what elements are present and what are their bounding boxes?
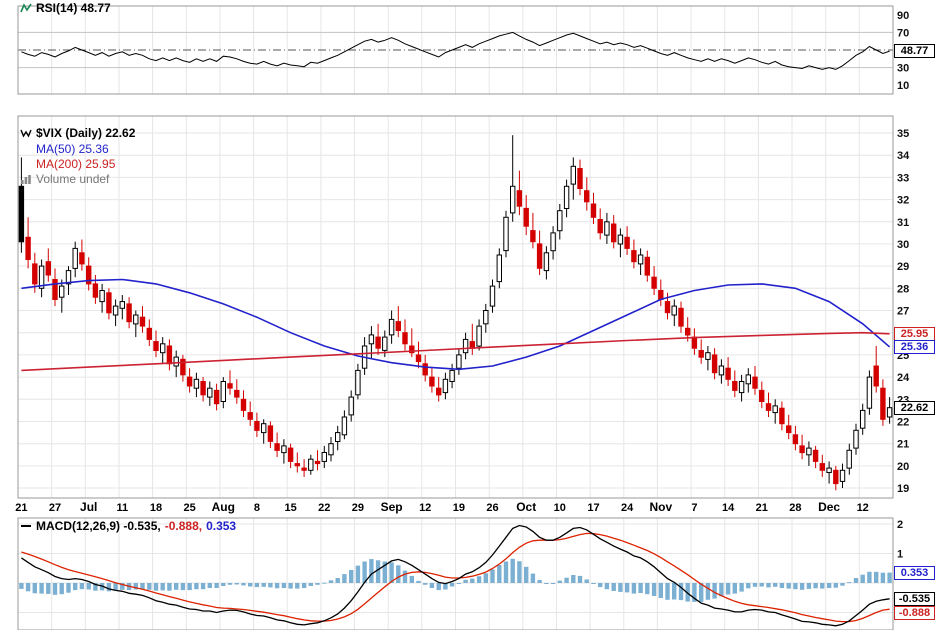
- svg-text:12: 12: [419, 502, 431, 514]
- svg-text:32: 32: [897, 195, 909, 207]
- svg-text:1: 1: [897, 549, 903, 561]
- macd-lines: [21, 524, 890, 627]
- svg-text:Aug: Aug: [212, 500, 235, 514]
- rsi-value-box: 48.77: [894, 44, 935, 58]
- ma50-legend-label: MA(50) 25.36: [36, 142, 109, 156]
- svg-text:8: 8: [254, 502, 260, 514]
- macd-hist-value: 0.353: [206, 519, 237, 533]
- macd-panel: 21: [18, 518, 903, 630]
- svg-text:90: 90: [897, 10, 909, 22]
- svg-text:70: 70: [897, 27, 909, 39]
- svg-text:Dec: Dec: [818, 500, 840, 514]
- rsi-icon: [20, 3, 32, 13]
- svg-text:10: 10: [897, 80, 909, 92]
- rsi-panel: 90 70 30 10: [17, 5, 909, 95]
- svg-text:30: 30: [897, 239, 909, 251]
- svg-text:Sep: Sep: [381, 500, 403, 514]
- svg-text:15: 15: [284, 502, 296, 514]
- rsi-legend: RSI(14) 48.77: [20, 1, 111, 15]
- macd-line-box: -0.535: [894, 592, 935, 606]
- svg-text:27: 27: [897, 306, 909, 318]
- ma200-line: [21, 331, 890, 372]
- price-icon: [20, 129, 32, 138]
- rsi-legend-label: RSI(14) 48.77: [36, 1, 111, 15]
- svg-text:29: 29: [352, 502, 364, 514]
- macd-legend: MACD(12,26,9) -0.535, -0.888, 0.353: [20, 519, 236, 533]
- volume-legend-row: Volume undef: [20, 172, 109, 186]
- svg-text:18: 18: [150, 502, 162, 514]
- volume-legend-label: Volume undef: [36, 172, 110, 186]
- svg-text:19: 19: [897, 483, 909, 495]
- svg-text:7: 7: [691, 502, 697, 514]
- svg-text:25: 25: [183, 502, 195, 514]
- svg-text:28: 28: [897, 283, 909, 295]
- ma200-legend-row: MA(200) 25.95: [36, 157, 115, 171]
- svg-text:30: 30: [897, 63, 909, 75]
- price-border: [17, 115, 894, 499]
- price-legend-title-row: $VIX (Daily) 22.62: [20, 126, 135, 140]
- svg-text:35: 35: [897, 128, 909, 140]
- candles-layer: [18, 135, 893, 491]
- macd-icon: [21, 525, 31, 527]
- svg-text:22: 22: [318, 502, 330, 514]
- macd-histogram: [19, 558, 892, 602]
- ma200-legend-label: MA(200) 25.95: [36, 157, 116, 171]
- close-value-box: 22.62: [894, 401, 935, 415]
- svg-text:21: 21: [756, 502, 768, 514]
- svg-text:19: 19: [453, 502, 465, 514]
- macd-signal-value: -0.888,: [164, 519, 203, 533]
- svg-text:10: 10: [554, 502, 566, 514]
- macd-signal-box: -0.888: [894, 606, 935, 620]
- svg-text:14: 14: [722, 502, 735, 514]
- svg-text:17: 17: [587, 502, 599, 514]
- svg-text:24: 24: [621, 502, 634, 514]
- svg-text:Jul: Jul: [80, 500, 97, 514]
- svg-text:2: 2: [897, 519, 903, 531]
- svg-text:34: 34: [897, 150, 910, 162]
- x-axis-labels: 21 27 Jul 11 18 25 Aug 8 15 22 29 Sep 12 19 26 Oct 10 17 2…: [15, 500, 869, 514]
- svg-text:Oct: Oct: [516, 500, 536, 514]
- svg-text:20: 20: [897, 461, 909, 473]
- svg-text:33: 33: [897, 172, 909, 184]
- svg-text:12: 12: [857, 502, 869, 514]
- svg-text:26: 26: [486, 502, 498, 514]
- volume-icon: [21, 174, 31, 184]
- svg-text:31: 31: [897, 217, 909, 229]
- ma50-line: [21, 278, 891, 371]
- svg-text:24: 24: [897, 372, 910, 384]
- ma200-value-box: 25.95: [894, 327, 935, 341]
- svg-text:22: 22: [897, 417, 909, 429]
- svg-text:21: 21: [897, 439, 909, 451]
- macd-hist-box: 0.353: [894, 566, 935, 580]
- macd-border: [17, 517, 894, 630]
- svg-text:Nov: Nov: [649, 500, 672, 514]
- price-panel: 3534333231302928272625242322212019: [18, 116, 910, 498]
- svg-text:29: 29: [897, 261, 909, 273]
- svg-text:28: 28: [789, 502, 801, 514]
- macd-main-line: [21, 524, 890, 627]
- macd-legend-label: MACD(12,26,9) -0.535,: [36, 519, 161, 533]
- ma50-legend-row: MA(50) 25.36: [36, 142, 109, 156]
- ma50-value-box: 25.36: [894, 340, 935, 354]
- macd-signal-line: [21, 532, 890, 623]
- ma-lines: [21, 278, 891, 372]
- svg-text:27: 27: [49, 502, 61, 514]
- price-legend-title: $VIX (Daily) 22.62: [36, 126, 136, 140]
- svg-text:11: 11: [116, 502, 128, 514]
- svg-text:21: 21: [15, 502, 27, 514]
